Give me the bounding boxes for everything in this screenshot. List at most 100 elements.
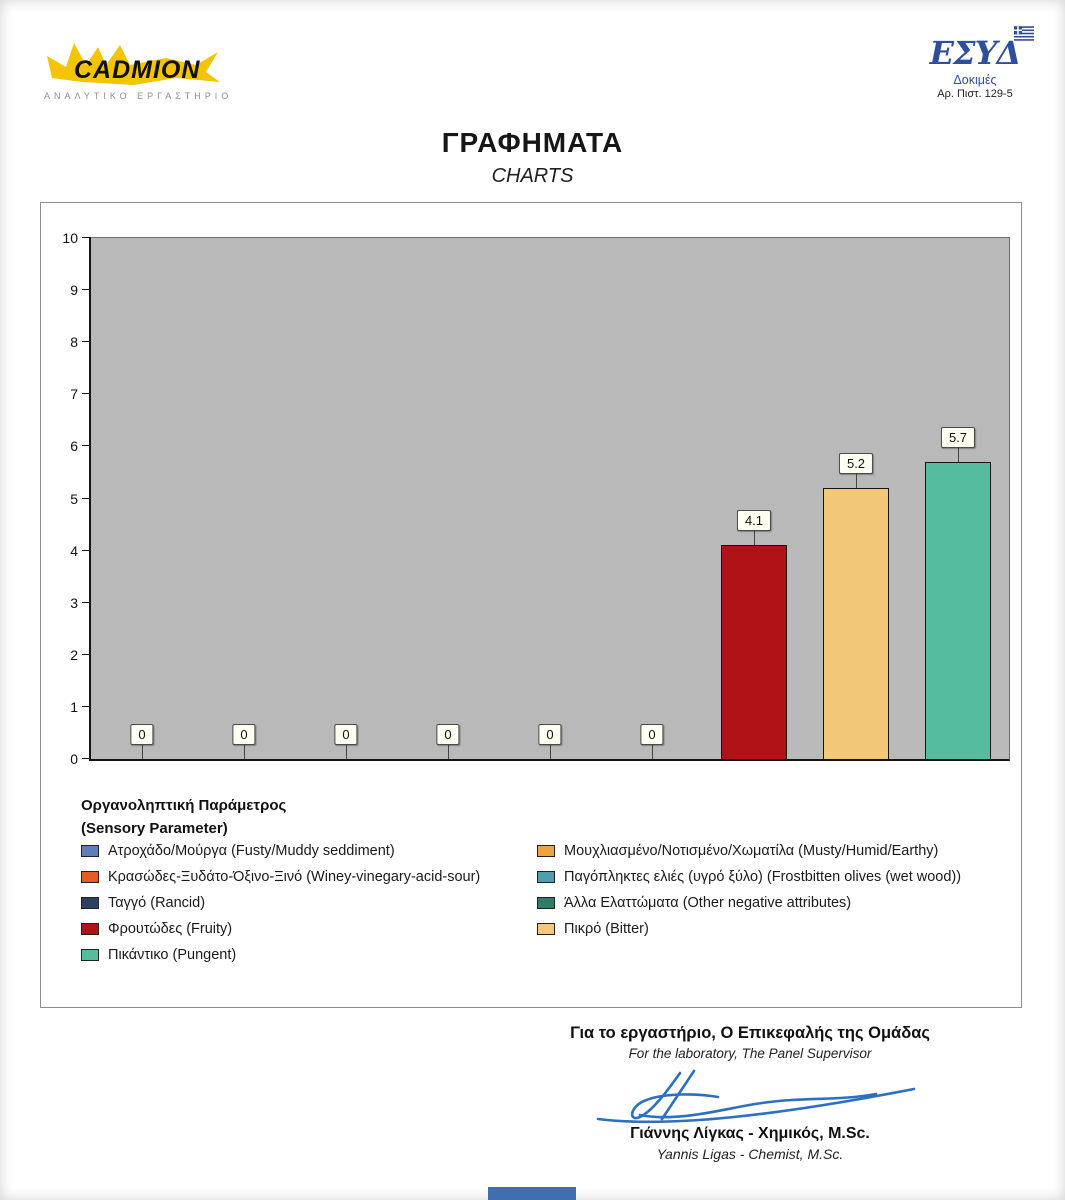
y-tick: 0 — [70, 751, 91, 767]
legend-item-label: Ταγγό (Rancid) — [108, 895, 206, 911]
bar-label-connector — [550, 745, 551, 759]
bar-slot: 0 — [499, 238, 601, 759]
y-tick: 3 — [70, 595, 91, 611]
legend-item: Κρασώδες-Ξυδάτο-Όξινο-Ξινό (Winey-vinega… — [81, 869, 537, 885]
legend-title-el: Οργανοληπτική Παράμετρος — [81, 797, 287, 814]
bar-value-label: 5.2 — [838, 453, 874, 475]
y-tick-label: 4 — [70, 542, 78, 559]
bar-slot: 0 — [91, 238, 193, 759]
legend-item-label: Πικρό (Bitter) — [564, 921, 649, 937]
legend-swatch — [537, 871, 555, 883]
legend-swatch — [81, 845, 99, 857]
y-tick-label: 0 — [70, 751, 78, 767]
legend-title: Οργανοληπτική Παράμετρος (Sensory Parame… — [81, 795, 286, 840]
bar — [823, 488, 889, 759]
greek-flag-icon — [1014, 26, 1035, 41]
bar-slot: 0 — [397, 238, 499, 759]
bar-value-label: 0 — [436, 724, 460, 745]
y-tick: 8 — [70, 334, 91, 350]
y-tick: 4 — [70, 543, 91, 559]
legend-swatch — [81, 923, 99, 935]
y-tick-label: 6 — [70, 438, 78, 455]
esyd-mark: ΕΣΥΔ — [929, 26, 1035, 72]
bar-slot: 0 — [193, 238, 295, 759]
bar-value-label: 0 — [538, 724, 562, 745]
y-tick-label: 2 — [70, 646, 78, 663]
for-laboratory-text-en: For the laboratory, The Panel Supervisor — [628, 1046, 872, 1061]
signature-icon — [596, 1069, 916, 1124]
bar-value-label: 4.1 — [736, 510, 772, 532]
bar-slot: 4.1 — [703, 238, 805, 759]
cadmion-tagline: ΑΝΑΛΥΤΙΚΟ ΕΡΓΑΣΤΗΡΙΟ — [44, 91, 233, 101]
legend-item-label: Παγόπληκτες ελιές (υγρό ξύλο) (Frostbitt… — [564, 869, 962, 885]
page-title: ΓΡΑΦΗΜΑΤΑ — [441, 127, 624, 158]
bar-label-connector — [142, 745, 143, 759]
plot-area: 0 1 2 3 4 5 6 7 8 9 10 0 0 0 0 0 0 4.1 5.2 5.7 — [62, 230, 1010, 767]
for-laboratory-text-el: Για το εργαστήριο, Ο Επικεφαλής της Ομάδ… — [570, 1024, 930, 1042]
legend-swatch — [81, 897, 99, 909]
y-tick-label: 5 — [70, 490, 78, 507]
legend-item: Ταγγό (Rancid) — [81, 895, 537, 911]
cadmion-name: CADMION — [74, 56, 201, 84]
legend-swatch — [537, 845, 555, 857]
bar-label-connector — [346, 745, 347, 759]
bar-label-connector — [753, 531, 755, 546]
y-tick-label: 9 — [70, 282, 78, 299]
y-tick: 10 — [62, 230, 91, 246]
y-tick: 9 — [70, 282, 91, 298]
legend-item-label: Φρουτώδες (Fruity) — [108, 921, 233, 937]
y-tick-label: 1 — [70, 698, 78, 715]
y-tick-label: 8 — [70, 334, 78, 351]
legend-column-1: Ατροχάδο/Μούργα (Fusty/Muddy seddiment) Κ… — [81, 843, 537, 963]
y-tick: 5 — [70, 491, 91, 507]
legend-item: Ατροχάδο/Μούργα (Fusty/Muddy seddiment) — [81, 843, 537, 859]
signer-name-el: Γιάννης Λίγκας - Χημικός, M.Sc. — [630, 1125, 870, 1142]
y-tick: 2 — [70, 647, 91, 663]
y-tick: 6 — [70, 438, 91, 454]
signer-name-en: Yannis Ligas - Chemist, M.Sc. — [656, 1146, 844, 1162]
legend-item: Πικρό (Bitter) — [537, 921, 1005, 937]
legend-column-2: Μουχλιασμένο/Νοτισμένο/Χωματίλα (Musty/H… — [537, 843, 1005, 963]
y-tick-label: 3 — [70, 594, 78, 611]
legend-swatch — [81, 871, 99, 883]
bar-value-label: 0 — [130, 724, 154, 745]
bar-label-connector — [447, 745, 449, 759]
bar-slot: 5.7 — [907, 238, 1009, 759]
legend-item-label: Πικάντικο (Pungent) — [108, 947, 237, 963]
esyd-subtitle: Δοκιμές — [953, 73, 997, 87]
bar-value-label: 0 — [232, 724, 256, 745]
legend-item-label: Άλλα Ελαττώματα (Other negative attribut… — [564, 895, 852, 911]
y-tick: 1 — [70, 699, 91, 715]
legend-item-label: Μουχλιασμένο/Νοτισμένο/Χωματίλα (Musty/H… — [564, 843, 939, 859]
legend-item-label: Ατροχάδο/Μούργα (Fusty/Muddy seddiment) — [108, 843, 395, 859]
bar-label-connector — [244, 745, 245, 759]
legend-swatch — [537, 897, 555, 909]
y-tick-label: 10 — [62, 230, 78, 246]
cadmion-logo: CADMION ΑΝΑΛΥΤΙΚΟ ΕΡΓΑΣΤΗΡΙΟ — [44, 40, 229, 101]
esyd-name: ΕΣΥΔ — [929, 34, 1022, 72]
bar — [720, 545, 787, 759]
cadmion-splash-icon — [47, 43, 220, 85]
bar-value-label: 0 — [640, 724, 664, 745]
bar-slot: 0 — [601, 238, 703, 759]
bar — [925, 462, 991, 759]
bar-label-connector — [958, 448, 959, 463]
signature — [460, 1063, 1040, 1125]
legend-item-label: Κρασώδες-Ξυδάτο-Όξινο-Ξινό (Winey-vinega… — [108, 869, 481, 885]
bar-label-connector — [856, 474, 857, 489]
bar-value-label: 0 — [334, 724, 358, 745]
page-bottom-strip — [488, 1187, 576, 1200]
esyd-cert-number: Αρ. Πιστ. 129-5 — [937, 88, 1013, 100]
legend-item: Πικάντικο (Pungent) — [81, 947, 537, 963]
legend: Ατροχάδο/Μούργα (Fusty/Muddy seddiment) Κ… — [81, 843, 1005, 963]
legend-item: Άλλα Ελαττώματα (Other negative attribut… — [537, 895, 1005, 911]
legend-title-en: (Sensory Parameter) — [81, 819, 228, 837]
bar-label-connector — [652, 745, 653, 759]
page-subtitle: CHARTS — [491, 165, 574, 187]
legend-swatch — [537, 923, 555, 935]
legend-item: Μουχλιασμένο/Νοτισμένο/Χωματίλα (Musty/H… — [537, 843, 1005, 859]
legend-item: Φρουτώδες (Fruity) — [81, 921, 537, 937]
bar-slot: 5.2 — [805, 238, 907, 759]
y-tick-label: 7 — [70, 386, 78, 403]
